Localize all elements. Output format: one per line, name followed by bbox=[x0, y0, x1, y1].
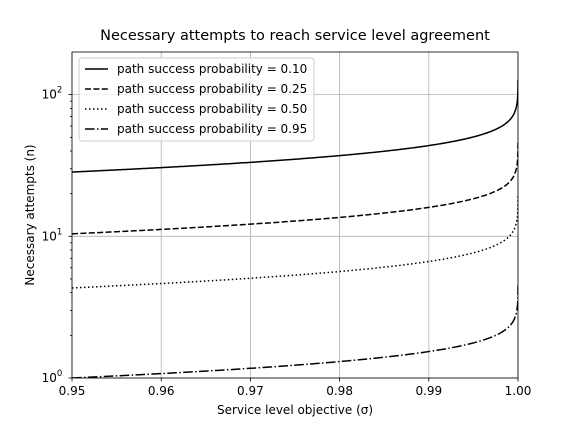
x-axis-label: Service level objective (σ) bbox=[217, 403, 373, 417]
legend-box bbox=[78, 57, 315, 142]
y-tick-exponent: 2 bbox=[57, 86, 62, 96]
legend-label-3: path success probability = 0.50 bbox=[117, 102, 307, 116]
y-tick-label: 100 bbox=[42, 369, 63, 385]
y-tick-base: 10 bbox=[42, 229, 57, 243]
series-line-3 bbox=[72, 195, 518, 289]
series-line-2 bbox=[72, 141, 518, 235]
legend-label-2: path success probability = 0.25 bbox=[117, 82, 307, 96]
y-tick-label: 102 bbox=[42, 86, 63, 102]
series-group bbox=[72, 79, 518, 378]
x-tick-label: 0.97 bbox=[237, 384, 264, 398]
plot-frame bbox=[71, 51, 519, 379]
y-tick-label: 101 bbox=[42, 227, 63, 243]
y-axis-label: Necessary attempts (n) bbox=[23, 144, 37, 285]
y-tick-exponent: 1 bbox=[57, 227, 62, 237]
y-tick-base: 10 bbox=[42, 88, 57, 102]
chart-title: Necessary attempts to reach service leve… bbox=[100, 28, 490, 44]
x-tick-label: 0.95 bbox=[59, 384, 86, 398]
x-tick-label: 0.98 bbox=[326, 384, 353, 398]
y-tick-exponent: 0 bbox=[57, 369, 62, 379]
series-line-1 bbox=[72, 79, 518, 173]
x-axis: 0.95 0.96 0.97 0.98 0.99 1.00 bbox=[59, 378, 532, 398]
y-tick-base: 10 bbox=[42, 371, 57, 385]
legend: path success probability = 0.10 path succ… bbox=[78, 57, 315, 142]
x-tick-label: 0.99 bbox=[415, 384, 442, 398]
series-line-4 bbox=[72, 285, 518, 378]
x-tick-label: 0.96 bbox=[148, 384, 175, 398]
legend-label-1: path success probability = 0.10 bbox=[117, 62, 307, 76]
x-tick-label: 1.00 bbox=[505, 384, 532, 398]
legend-label-4: path success probability = 0.95 bbox=[117, 122, 307, 136]
